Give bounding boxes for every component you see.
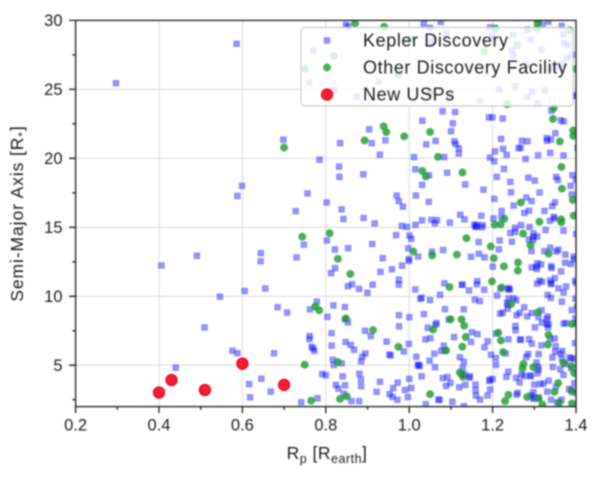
svg-text:30: 30 (44, 12, 62, 30)
svg-text:0.4: 0.4 (148, 417, 171, 435)
svg-text:1.2: 1.2 (481, 417, 504, 435)
svg-text:15: 15 (44, 219, 62, 237)
svg-text:0.2: 0.2 (64, 417, 87, 435)
svg-text:1.4: 1.4 (565, 417, 588, 435)
svg-text:1.0: 1.0 (398, 417, 421, 435)
svg-text:20: 20 (44, 150, 62, 168)
svg-text:0.6: 0.6 (231, 417, 254, 435)
svg-text:Semi-Major Axis [R*]: Semi-Major Axis [R*] (7, 125, 30, 301)
svg-text:Kepler Discovery: Kepler Discovery (363, 31, 509, 51)
svg-text:5: 5 (53, 357, 62, 375)
svg-text:0.8: 0.8 (314, 417, 337, 435)
svg-text:Other Discovery Facility: Other Discovery Facility (363, 58, 567, 78)
svg-text:25: 25 (44, 81, 62, 99)
svg-text:New USPs: New USPs (363, 85, 455, 105)
svg-text:10: 10 (44, 288, 62, 306)
